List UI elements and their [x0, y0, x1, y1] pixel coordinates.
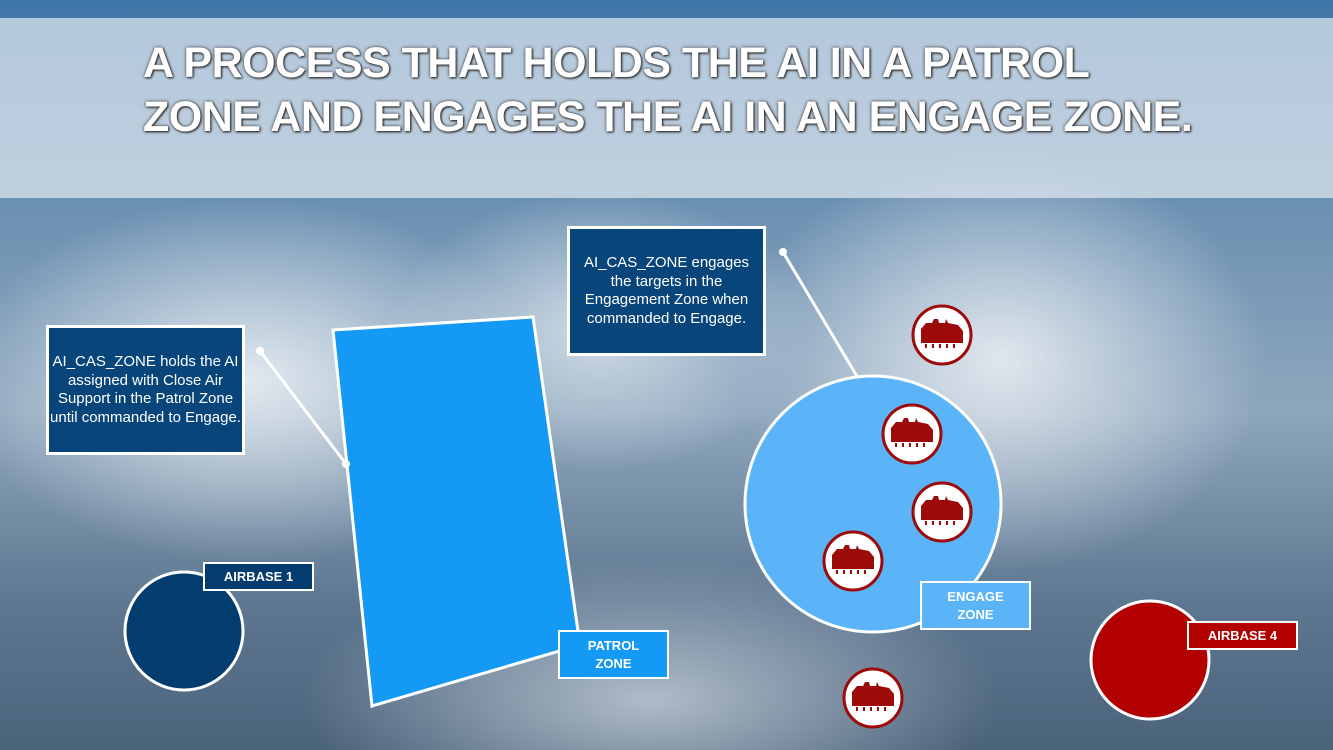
slide-title: A PROCESS THAT HOLDS THE AI IN A PATROL … [143, 39, 1193, 141]
tank-icon [881, 403, 943, 465]
title-band [0, 18, 1333, 198]
patrol-callout: AI_CAS_ZONE holds the AI assigned with C… [46, 325, 245, 455]
airbase-4-label: AIRBASE 4 [1187, 621, 1298, 650]
engage-callout: AI_CAS_ZONE engages the targets in the E… [567, 226, 766, 356]
airbase-1 [123, 570, 245, 692]
connector-dot [342, 460, 350, 468]
tank-icon [911, 304, 973, 366]
patrol-zone-label: PATROL ZONE [558, 630, 669, 679]
airbase-4 [1089, 599, 1211, 721]
patrol-zone [331, 315, 582, 708]
connector-dot [779, 248, 787, 256]
tank-icon [911, 481, 973, 543]
connector-dot [256, 347, 264, 355]
engage-zone-label: ENGAGE ZONE [920, 581, 1031, 630]
tank-icon [822, 530, 884, 592]
airbase-1-label: AIRBASE 1 [203, 562, 314, 591]
patrol-callout-connector [258, 350, 348, 465]
tank-icon [842, 667, 904, 729]
engage-callout-connector [781, 251, 860, 379]
